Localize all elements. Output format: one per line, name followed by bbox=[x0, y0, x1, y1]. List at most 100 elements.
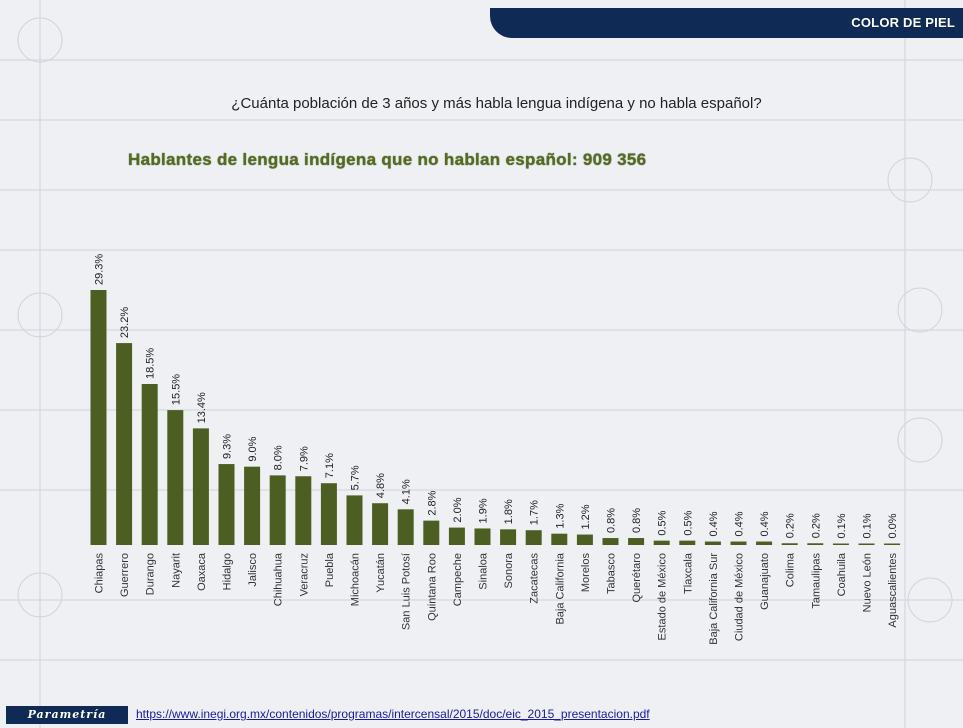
category-label-20: Morelos bbox=[580, 553, 592, 593]
bar-19 bbox=[551, 533, 568, 545]
data-label-14: 2.8% bbox=[426, 490, 438, 515]
category-label-10: Puebla bbox=[324, 552, 336, 587]
data-label-18: 1.7% bbox=[529, 500, 541, 525]
category-label-15: Campeche bbox=[452, 553, 464, 606]
data-label-17: 1.8% bbox=[503, 499, 515, 524]
data-label-30: 0.1% bbox=[836, 513, 848, 538]
category-label-14: Quintana Roo bbox=[426, 553, 438, 621]
bar-24 bbox=[679, 540, 696, 545]
category-label-19: Baja California bbox=[554, 552, 566, 624]
category-label-18: Zacatecas bbox=[529, 553, 541, 604]
chart-question: ¿Cuánta población de 3 años y más habla … bbox=[231, 95, 762, 112]
data-label-26: 0.4% bbox=[734, 511, 746, 536]
data-label-9: 7.9% bbox=[298, 446, 310, 471]
bar-8 bbox=[269, 475, 286, 545]
category-label-24: Tlaxcala bbox=[682, 552, 694, 594]
category-label-8: Chihuahua bbox=[273, 552, 285, 606]
bar-23 bbox=[653, 540, 670, 545]
category-label-22: Querétaro bbox=[631, 553, 643, 603]
header-bar: COLOR DE PIEL bbox=[490, 8, 963, 38]
category-label-11: Michoacán bbox=[350, 553, 362, 606]
data-label-20: 1.2% bbox=[580, 504, 592, 529]
data-label-19: 1.3% bbox=[554, 503, 566, 528]
category-label-12: Yucatán bbox=[375, 553, 387, 593]
data-label-15: 2.0% bbox=[452, 497, 464, 522]
data-label-4: 15.5% bbox=[170, 374, 182, 405]
data-label-16: 1.9% bbox=[478, 498, 490, 523]
category-label-17: Sonora bbox=[503, 552, 515, 588]
data-label-28: 0.2% bbox=[785, 513, 797, 538]
category-label-27: Guanajuato bbox=[759, 553, 771, 610]
source-link[interactable]: https://www.inegi.org.mx/contenidos/prog… bbox=[136, 707, 650, 721]
bar-14 bbox=[423, 520, 440, 545]
bar-25 bbox=[704, 541, 721, 545]
data-label-21: 0.8% bbox=[606, 508, 618, 533]
data-label-7: 9.0% bbox=[247, 436, 259, 461]
data-label-23: 0.5% bbox=[657, 510, 669, 535]
bar-13 bbox=[397, 509, 414, 545]
category-label-2: Guerrero bbox=[119, 553, 131, 597]
category-label-3: Durango bbox=[145, 553, 157, 595]
category-label-21: Tabasco bbox=[606, 553, 618, 594]
category-label-32: Aguascalientes bbox=[887, 553, 899, 628]
bar-15 bbox=[448, 527, 465, 545]
data-label-2: 23.2% bbox=[119, 307, 131, 338]
category-label-9: Veracruz bbox=[298, 553, 310, 596]
bar-32 bbox=[884, 543, 901, 545]
bar-12 bbox=[372, 503, 389, 545]
category-label-23: Estado de México bbox=[657, 553, 669, 640]
data-label-1: 29.3% bbox=[94, 254, 106, 285]
data-label-27: 0.4% bbox=[759, 511, 771, 536]
bar-2 bbox=[116, 343, 133, 545]
bar-10 bbox=[320, 483, 337, 545]
category-label-13: San Luis Potosí bbox=[401, 553, 413, 630]
bar-31 bbox=[858, 543, 875, 545]
chart-subtitle: Hablantes de lengua indígena que no habl… bbox=[128, 150, 647, 169]
parametria-logo: Parametría bbox=[6, 706, 128, 724]
bar-9 bbox=[295, 476, 312, 545]
category-label-28: Colima bbox=[785, 552, 797, 587]
bar-3 bbox=[141, 383, 158, 545]
category-label-16: Sinaloa bbox=[478, 552, 490, 590]
bar-26 bbox=[730, 541, 747, 545]
bar-29 bbox=[807, 543, 824, 545]
data-label-13: 4.1% bbox=[401, 479, 413, 504]
data-label-22: 0.8% bbox=[631, 508, 643, 533]
data-label-32: 0.0% bbox=[887, 513, 899, 538]
category-label-29: Tamaulipas bbox=[810, 553, 822, 609]
bar-11 bbox=[346, 495, 363, 545]
bar-7 bbox=[244, 466, 261, 545]
bar-6 bbox=[218, 464, 235, 545]
bar-21 bbox=[602, 538, 619, 545]
data-label-25: 0.4% bbox=[708, 511, 720, 536]
bar-5 bbox=[192, 428, 209, 545]
bar-27 bbox=[756, 541, 773, 545]
bar-17 bbox=[500, 529, 517, 545]
data-label-29: 0.2% bbox=[810, 513, 822, 538]
category-label-1: Chiapas bbox=[94, 553, 106, 594]
data-label-6: 9.3% bbox=[222, 434, 234, 459]
bar-30 bbox=[832, 543, 849, 545]
header-title: COLOR DE PIEL bbox=[851, 15, 955, 30]
data-label-3: 18.5% bbox=[145, 348, 157, 379]
data-label-10: 7.1% bbox=[324, 453, 336, 478]
data-label-11: 5.7% bbox=[350, 465, 362, 490]
data-label-31: 0.1% bbox=[862, 513, 874, 538]
bar-18 bbox=[525, 530, 542, 545]
category-label-30: Coahuila bbox=[836, 552, 848, 596]
bar-1 bbox=[90, 290, 107, 545]
category-label-5: Oaxaca bbox=[196, 552, 208, 591]
category-label-7: Jalisco bbox=[247, 553, 259, 587]
category-label-31: Nuevo León bbox=[862, 553, 874, 612]
category-label-26: Ciudad de México bbox=[734, 553, 746, 641]
category-label-25: Baja California Sur bbox=[708, 553, 720, 645]
category-label-4: Nayarit bbox=[170, 553, 182, 588]
category-label-6: Hidalgo bbox=[222, 553, 234, 590]
bar-16 bbox=[474, 528, 491, 545]
bar-22 bbox=[628, 538, 645, 545]
bar-4 bbox=[167, 410, 184, 545]
data-label-24: 0.5% bbox=[682, 510, 694, 535]
bar-20 bbox=[576, 534, 593, 545]
